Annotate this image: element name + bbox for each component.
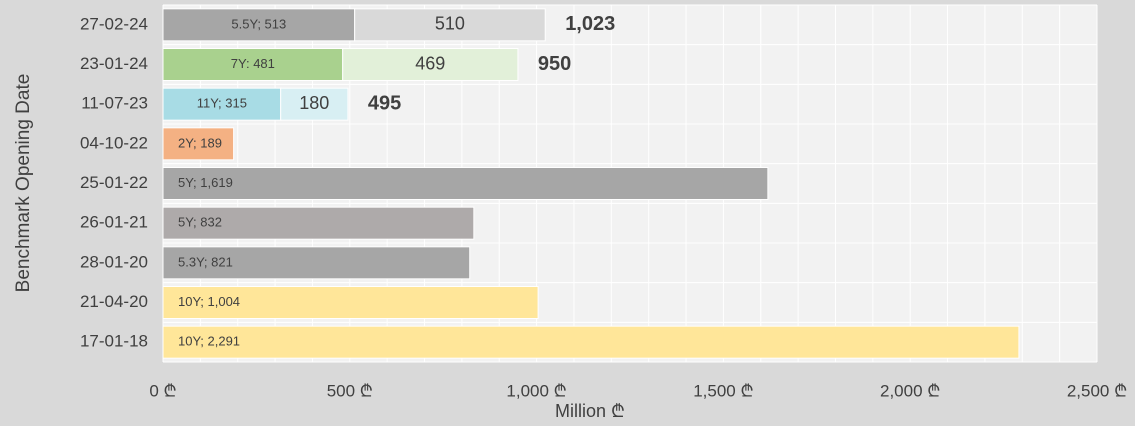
y-axis-title: Benchmark Opening Date — [13, 74, 34, 293]
bar-segment — [162, 325, 1020, 359]
y-tick-label: 21-04-20 — [80, 292, 148, 311]
y-tick-label: 28-01-20 — [80, 252, 148, 271]
data-label: 10Y; 2,291 — [178, 334, 240, 349]
data-label: 10Y; 1,004 — [178, 294, 240, 309]
data-label: 2Y; 189 — [178, 135, 222, 150]
y-tick-label: 25-01-22 — [80, 173, 148, 192]
total-label: 1,023 — [565, 13, 615, 35]
x-axis-title: Million ₾ — [555, 401, 625, 421]
bar-segment — [280, 87, 349, 121]
bar-segment — [162, 48, 344, 81]
data-label: 7Y: 481 — [231, 56, 275, 71]
y-tick-label: 23-01-24 — [80, 54, 148, 73]
data-label: 180 — [299, 93, 329, 113]
x-tick-label: 500 ₾ — [327, 381, 373, 400]
data-label: 5Y; 1,619 — [178, 175, 233, 190]
bar-segment — [162, 286, 539, 319]
bar-segment — [162, 87, 282, 121]
x-tick-label: 0 ₾ — [149, 381, 176, 400]
total-label: 950 — [538, 53, 571, 75]
total-label: 495 — [368, 92, 401, 114]
y-tick-label: 26-01-21 — [80, 213, 148, 232]
x-tick-label: 1,000 ₾ — [506, 381, 566, 400]
data-label: 5Y; 832 — [178, 215, 222, 230]
y-tick-label: 17-01-18 — [80, 332, 148, 351]
data-label: 5.5Y; 513 — [231, 16, 286, 31]
bar-segment — [162, 8, 356, 42]
x-tick-label: 2,000 ₾ — [880, 381, 940, 400]
data-label: 5.3Y; 821 — [178, 254, 233, 269]
y-tick-label: 04-10-22 — [80, 133, 148, 152]
bar-segment — [342, 48, 519, 81]
bar-segment — [354, 8, 546, 42]
bar-segment — [162, 246, 471, 280]
bar-segment — [162, 127, 235, 161]
y-tick-label: 27-02-24 — [80, 14, 148, 33]
y-tick-label: 11-07-23 — [81, 94, 148, 113]
data-label: 469 — [415, 53, 445, 73]
x-tick-label: 2,500 ₾ — [1067, 381, 1127, 400]
data-label: 510 — [435, 14, 465, 34]
data-label: 11Y; 315 — [197, 96, 247, 111]
bar-segment — [162, 167, 769, 200]
bar-segment — [162, 206, 475, 240]
x-tick-label: 1,500 ₾ — [693, 381, 753, 400]
